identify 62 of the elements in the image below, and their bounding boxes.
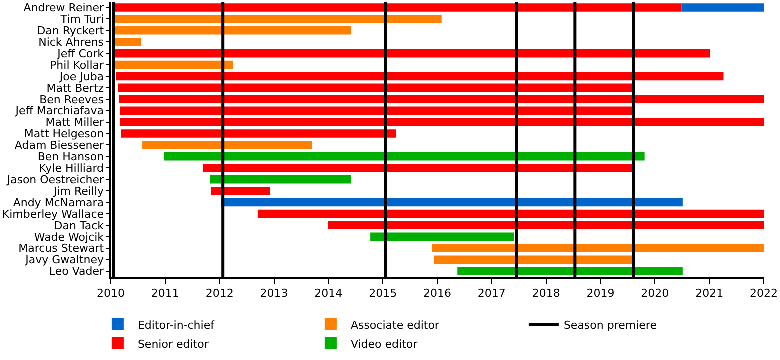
bar (113, 4, 682, 12)
bar (458, 267, 683, 276)
x-tick-label: 2013 (260, 286, 288, 300)
bar (370, 232, 514, 242)
y-tick-label: Matt Helgeson (24, 128, 104, 141)
y-tick-label: Jim Reilly (52, 184, 105, 198)
y-tick-label: Wade Wojcik (34, 230, 105, 244)
y-tick-label: Matt Bertz (46, 82, 104, 95)
legend-label: Editor-in-chief (138, 318, 216, 332)
y-tick-label: Andrew Reiner (24, 2, 105, 15)
bar (328, 221, 764, 230)
legend-label: Video editor (350, 338, 418, 351)
bar (119, 95, 764, 104)
bar (121, 130, 396, 138)
y-tick-label: Ben Reeves (40, 93, 104, 106)
bar (113, 15, 442, 24)
y-tick-label: Dan Ryckert (37, 24, 105, 38)
bar (120, 118, 764, 126)
x-tick-label: 2010 (97, 286, 125, 300)
x-tick-label: 2020 (641, 286, 670, 300)
x-tick-label: 2014 (314, 286, 343, 300)
y-tick-label: Matt Miller (46, 116, 105, 130)
y-tick-label: Javy Gwaltney (24, 254, 105, 267)
y-tick-label: Tim Turi (60, 13, 104, 26)
y-tick-label: Jeff Cork (56, 47, 105, 60)
x-tick-label: 2017 (478, 286, 506, 300)
legend-label: Associate editor (350, 318, 440, 332)
y-tick-label: Leo Vader (49, 265, 105, 278)
bar (164, 152, 645, 161)
y-tick-label: Nick Ahrens (38, 36, 104, 49)
bar (432, 244, 764, 252)
x-tick-label: 2021 (696, 286, 724, 300)
legend-label: Senior editor (138, 338, 210, 351)
x-tick-label: 2012 (206, 286, 234, 300)
x-tick-label: 2015 (369, 286, 398, 300)
bar (142, 141, 312, 150)
bar (113, 38, 142, 46)
x-tick-label: 2022 (750, 286, 778, 300)
x-tick-label: 2016 (424, 286, 452, 300)
bar (114, 49, 710, 58)
bar (210, 175, 352, 184)
x-tick-label: 2019 (586, 286, 615, 300)
bar (682, 4, 764, 12)
x-tick-label: 2018 (532, 286, 560, 300)
bar (211, 186, 270, 196)
legend-label: Season premiere (564, 318, 658, 332)
y-tick-label: Phil Kollar (50, 58, 105, 72)
y-tick-label: Adam Biessener (14, 139, 105, 152)
y-tick-label: Joe Juba (58, 70, 104, 84)
bar (258, 210, 764, 218)
bar (113, 26, 352, 35)
y-tick-label: Dan Tack (54, 219, 105, 232)
y-tick-label: Jeff Marchiafava (14, 104, 104, 118)
x-tick-label: 2011 (151, 286, 180, 300)
y-tick-label: Ben Hanson (38, 150, 104, 164)
y-tick-label: Andy McNamara (13, 196, 104, 210)
y-tick-label: Marcus Stewart (18, 242, 105, 256)
bar (114, 60, 234, 70)
y-tick-label: Jason Oestreicher (6, 173, 105, 186)
y-tick-label: Kimberley Wallace (2, 208, 104, 221)
bar (116, 72, 724, 81)
y-tick-label: Kyle Hilliard (39, 162, 104, 175)
